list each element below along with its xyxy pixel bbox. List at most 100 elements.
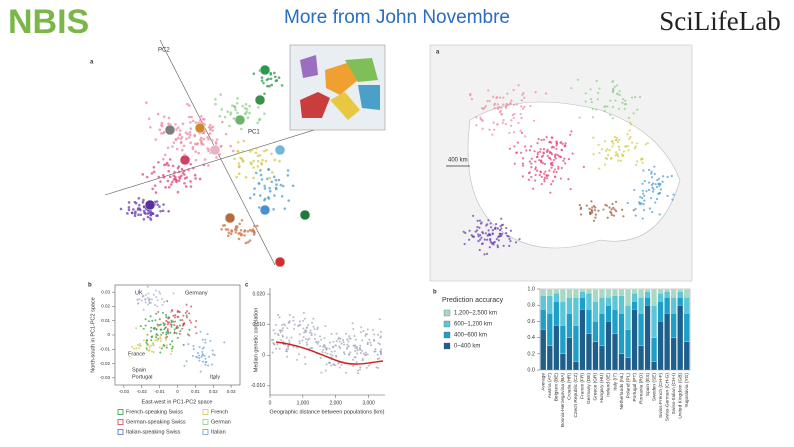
bar-segment — [670, 297, 677, 314]
sample-dot — [602, 208, 605, 211]
sample-dot — [233, 105, 237, 109]
sample-dot — [488, 99, 491, 103]
sample-dot — [182, 323, 185, 326]
sample-dot — [543, 180, 546, 183]
sample-dot — [268, 186, 271, 190]
sample-dot — [642, 203, 645, 206]
sample-dot — [196, 352, 199, 355]
sample-dot — [164, 326, 167, 329]
sample-dot — [186, 102, 189, 106]
sample-dot — [166, 323, 169, 326]
sample-dot — [560, 166, 563, 170]
sample-dot — [211, 349, 214, 352]
sample-dot — [239, 156, 242, 160]
sample-dot — [520, 99, 523, 102]
sample-dot — [596, 91, 600, 94]
sample-dot — [188, 115, 191, 119]
sample-dot — [260, 76, 264, 79]
sample-dot — [208, 128, 212, 131]
sample-dot — [188, 319, 191, 322]
sample-dot — [138, 344, 141, 347]
sample-dot — [354, 350, 357, 353]
sample-dot — [147, 117, 151, 121]
bar-segment — [638, 288, 644, 298]
sample-dot — [375, 366, 378, 369]
bar-segment — [599, 297, 605, 314]
legend-swatch — [117, 429, 124, 435]
sample-dot — [536, 151, 540, 154]
sample-dot — [263, 149, 266, 153]
sample-dot — [493, 102, 497, 105]
sample-dot — [188, 328, 191, 331]
sample-dot — [481, 119, 484, 122]
sample-dot — [342, 341, 345, 344]
sample-dot — [470, 234, 473, 237]
sample-dot — [470, 97, 474, 101]
sample-dot — [136, 343, 139, 346]
sample-dot — [345, 332, 348, 335]
bar-segment — [579, 291, 586, 298]
sample-dot — [469, 92, 472, 96]
bar-segment — [579, 309, 586, 371]
x-tick-label: Swiss-German (CH-G) — [664, 373, 670, 422]
sample-dot — [527, 178, 530, 181]
sample-dot — [220, 227, 223, 231]
sample-dot — [248, 150, 252, 153]
sample-dot — [377, 333, 380, 336]
sample-dot — [156, 203, 159, 206]
sample-dot — [156, 338, 159, 341]
sample-dot — [320, 338, 323, 341]
sample-dot — [188, 312, 191, 315]
sample-dot — [189, 180, 192, 183]
sample-dot — [278, 347, 281, 350]
sample-dot — [201, 353, 204, 356]
sample-dot — [172, 292, 175, 295]
sample-dot — [236, 111, 239, 115]
x-tick-label: Austria (AT) — [547, 373, 553, 399]
sample-dot — [239, 228, 243, 232]
sample-dot — [496, 227, 499, 230]
sample-dot — [611, 202, 614, 206]
sample-dot — [244, 241, 248, 245]
sample-dot — [310, 346, 313, 349]
sample-dot — [520, 151, 523, 154]
sample-dot — [614, 200, 618, 204]
sample-dot — [136, 302, 139, 305]
sample-dot — [642, 192, 645, 195]
sample-dot — [223, 224, 227, 227]
sample-dot — [164, 153, 167, 157]
bar-segment — [599, 313, 605, 346]
sample-dot — [160, 333, 163, 336]
sample-dot — [161, 209, 165, 213]
sample-dot — [492, 243, 495, 246]
sample-dot — [152, 344, 155, 347]
sample-dot — [163, 300, 166, 303]
panel-label: a — [90, 60, 94, 66]
sample-dot — [162, 157, 165, 161]
sample-dot — [280, 194, 284, 198]
sample-dot — [534, 160, 537, 163]
sample-dot — [303, 356, 306, 359]
sample-dot — [206, 333, 209, 336]
sample-dot — [241, 160, 245, 163]
sample-dot — [147, 320, 150, 323]
population-marker — [274, 256, 286, 268]
sample-dot — [616, 153, 619, 156]
sample-dot — [138, 207, 141, 210]
sample-dot — [146, 344, 149, 347]
sample-dot — [133, 200, 137, 204]
sample-dot — [266, 196, 270, 199]
sample-dot — [651, 190, 655, 193]
sample-dot — [549, 191, 552, 194]
bar-segment — [644, 297, 651, 306]
bar-segment — [540, 288, 547, 296]
legend-label: German-speaking Swiss — [126, 419, 186, 425]
sample-dot — [509, 239, 512, 243]
sample-dot — [365, 366, 368, 369]
sample-dot — [379, 336, 382, 339]
sample-dot — [633, 147, 637, 150]
sample-dot — [262, 81, 265, 85]
sample-dot — [237, 162, 241, 165]
sample-dot — [199, 119, 202, 122]
sample-dot — [142, 339, 145, 342]
